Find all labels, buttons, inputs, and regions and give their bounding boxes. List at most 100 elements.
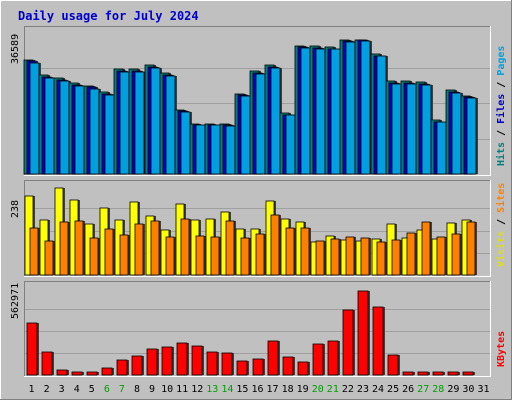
bar-kbytes-29	[447, 371, 459, 376]
bar-pages-12	[195, 124, 206, 175]
bar-pages-5	[89, 88, 100, 175]
bar-sites-10	[165, 236, 175, 276]
day-label-28: 28	[432, 384, 444, 395]
bar-pages-26	[406, 83, 417, 175]
bar-kbytes-7	[116, 359, 128, 376]
bar-pages-11	[180, 111, 191, 175]
bar-pages-20	[315, 48, 326, 175]
bar-kbytes-27	[417, 371, 429, 376]
day-label-6: 6	[104, 384, 110, 395]
bar-sites-1	[29, 227, 39, 276]
kbytes-max-label: 562971	[10, 283, 21, 319]
day-label-30: 30	[462, 384, 474, 395]
day-label-14: 14	[221, 384, 233, 395]
bar-pages-15	[240, 95, 251, 175]
bar-kbytes-14	[221, 352, 233, 376]
bar-kbytes-4	[71, 371, 83, 376]
bar-sites-22	[345, 236, 355, 276]
bar-sites-20	[315, 240, 325, 276]
bar-pages-29	[451, 92, 462, 175]
bar-sites-19	[300, 227, 310, 276]
bar-sites-9	[150, 220, 160, 276]
bar-sites-7	[119, 234, 129, 276]
bar-kbytes-12	[191, 345, 203, 376]
bar-sites-15	[240, 237, 250, 276]
bar-pages-3	[59, 80, 70, 175]
bar-pages-13	[210, 124, 221, 175]
day-label-19: 19	[297, 384, 309, 395]
bar-pages-1	[29, 62, 40, 175]
day-label-3: 3	[59, 384, 65, 395]
bar-pages-23	[360, 40, 371, 175]
bar-kbytes-3	[56, 369, 68, 376]
kbytes-legend: KBytes	[496, 331, 507, 367]
kbytes-legend-item-0: KBytes	[496, 331, 507, 367]
bar-kbytes-21	[327, 340, 339, 376]
day-label-31: 31	[477, 384, 489, 395]
bar-kbytes-19	[297, 361, 309, 376]
bar-sites-27	[421, 221, 431, 276]
panel-kbytes: 562971 KBytes	[10, 281, 507, 377]
day-label-17: 17	[267, 384, 279, 395]
bar-pages-27	[421, 84, 432, 175]
bar-kbytes-15	[236, 360, 248, 376]
day-label-1: 1	[29, 384, 35, 395]
bar-pages-22	[345, 41, 356, 175]
bar-kbytes-11	[176, 342, 188, 376]
bar-pages-6	[104, 94, 115, 175]
bar-sites-13	[210, 236, 220, 276]
bar-sites-21	[330, 238, 340, 276]
bar-kbytes-22	[342, 309, 354, 376]
bar-pages-21	[330, 48, 341, 175]
bar-sites-18	[285, 227, 295, 276]
visits-legend-item-1: /	[496, 213, 507, 231]
bar-kbytes-17	[267, 340, 279, 376]
day-label-20: 20	[312, 384, 324, 395]
day-label-26: 26	[402, 384, 414, 395]
bar-pages-9	[150, 67, 161, 175]
bar-kbytes-30	[462, 371, 474, 376]
bar-sites-28	[436, 236, 446, 276]
bar-pages-19	[300, 47, 311, 175]
bar-kbytes-13	[206, 351, 218, 376]
day-label-18: 18	[282, 384, 294, 395]
bar-kbytes-28	[432, 371, 444, 376]
bar-sites-24	[376, 241, 386, 276]
bar-pages-7	[119, 71, 130, 175]
day-label-7: 7	[119, 384, 125, 395]
bar-kbytes-26	[402, 371, 414, 376]
bar-sites-4	[74, 220, 84, 276]
hits-legend-item-3: /	[496, 76, 507, 94]
hits-legend: Hits / Files / Pages	[495, 46, 507, 166]
panel-visits: 238 Visits / Sites	[10, 180, 507, 277]
hits-legend-item-4: Pages	[496, 46, 507, 76]
bar-pages-8	[134, 71, 145, 175]
chart-title: Daily usage for July 2024	[18, 9, 199, 23]
panel-hits: 36589 Hits / Files / Pages	[10, 26, 507, 176]
bar-pages-2	[44, 77, 55, 175]
day-label-24: 24	[372, 384, 384, 395]
day-label-2: 2	[44, 384, 50, 395]
bar-sites-23	[360, 237, 370, 276]
bar-kbytes-6	[101, 367, 113, 376]
bar-kbytes-24	[372, 306, 384, 376]
bar-sites-29	[451, 233, 461, 276]
bar-sites-3	[59, 221, 69, 276]
bar-pages-4	[74, 85, 85, 175]
bar-sites-12	[195, 235, 205, 276]
bar-kbytes-25	[387, 354, 399, 376]
visits-max-label: 238	[10, 200, 21, 218]
bar-pages-24	[376, 55, 387, 175]
bar-kbytes-1	[26, 322, 38, 376]
visits-legend: Visits / Sites	[495, 183, 507, 267]
bar-pages-18	[285, 114, 296, 175]
day-label-16: 16	[251, 384, 263, 395]
bar-kbytes-9	[146, 348, 158, 376]
bar-kbytes-2	[41, 351, 53, 376]
bar-kbytes-8	[131, 355, 143, 376]
bar-sites-6	[104, 228, 114, 276]
visits-legend-item-0: Visits	[495, 231, 507, 267]
bar-sites-16	[255, 233, 265, 276]
bar-kbytes-5	[86, 371, 98, 376]
